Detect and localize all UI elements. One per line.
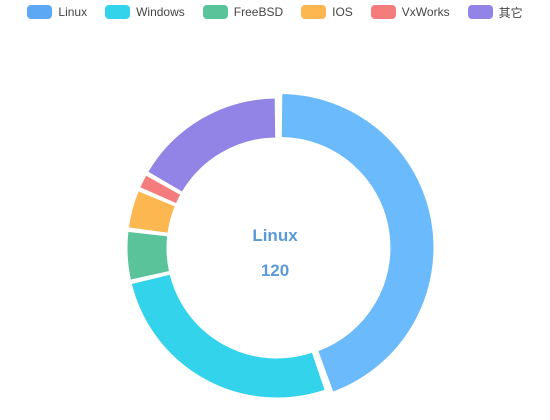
legend-label-other: 其它: [498, 5, 523, 20]
legend-item-ios[interactable]: IOS: [301, 5, 353, 19]
donut-slice-ios[interactable]: [127, 190, 176, 234]
donut-slice-linux[interactable]: [280, 92, 435, 393]
legend-swatch-freebsd: [202, 5, 228, 19]
legend-label-freebsd: FreeBSD: [233, 5, 284, 19]
legend-item-other[interactable]: 其它: [467, 4, 523, 21]
donut-slice-vxworks[interactable]: [139, 174, 182, 205]
legend-swatch-other: [467, 5, 493, 19]
donut-slice-windows[interactable]: [130, 273, 326, 399]
donut-slice-other[interactable]: [147, 97, 277, 193]
donut-slice-freebsd[interactable]: [126, 230, 171, 281]
center-series-value: 120: [260, 261, 290, 280]
legend-label-ios: IOS: [332, 5, 353, 19]
legend-label-windows: Windows: [136, 5, 185, 19]
legend-item-freebsd[interactable]: FreeBSD: [202, 5, 284, 19]
legend-item-vxworks[interactable]: VxWorks: [370, 5, 450, 19]
chart-legend: Linux Windows FreeBSD IOS VxWorks 其它: [0, 0, 550, 24]
legend-item-windows[interactable]: Windows: [105, 5, 185, 19]
legend-swatch-vxworks: [370, 5, 396, 19]
center-series-name: Linux: [252, 226, 298, 245]
legend-swatch-linux: [27, 5, 53, 19]
legend-swatch-windows: [105, 5, 131, 19]
legend-label-linux: Linux: [58, 5, 88, 19]
legend-label-vxworks: VxWorks: [401, 5, 450, 19]
legend-swatch-ios: [301, 5, 327, 19]
legend-item-linux[interactable]: Linux: [27, 5, 87, 19]
